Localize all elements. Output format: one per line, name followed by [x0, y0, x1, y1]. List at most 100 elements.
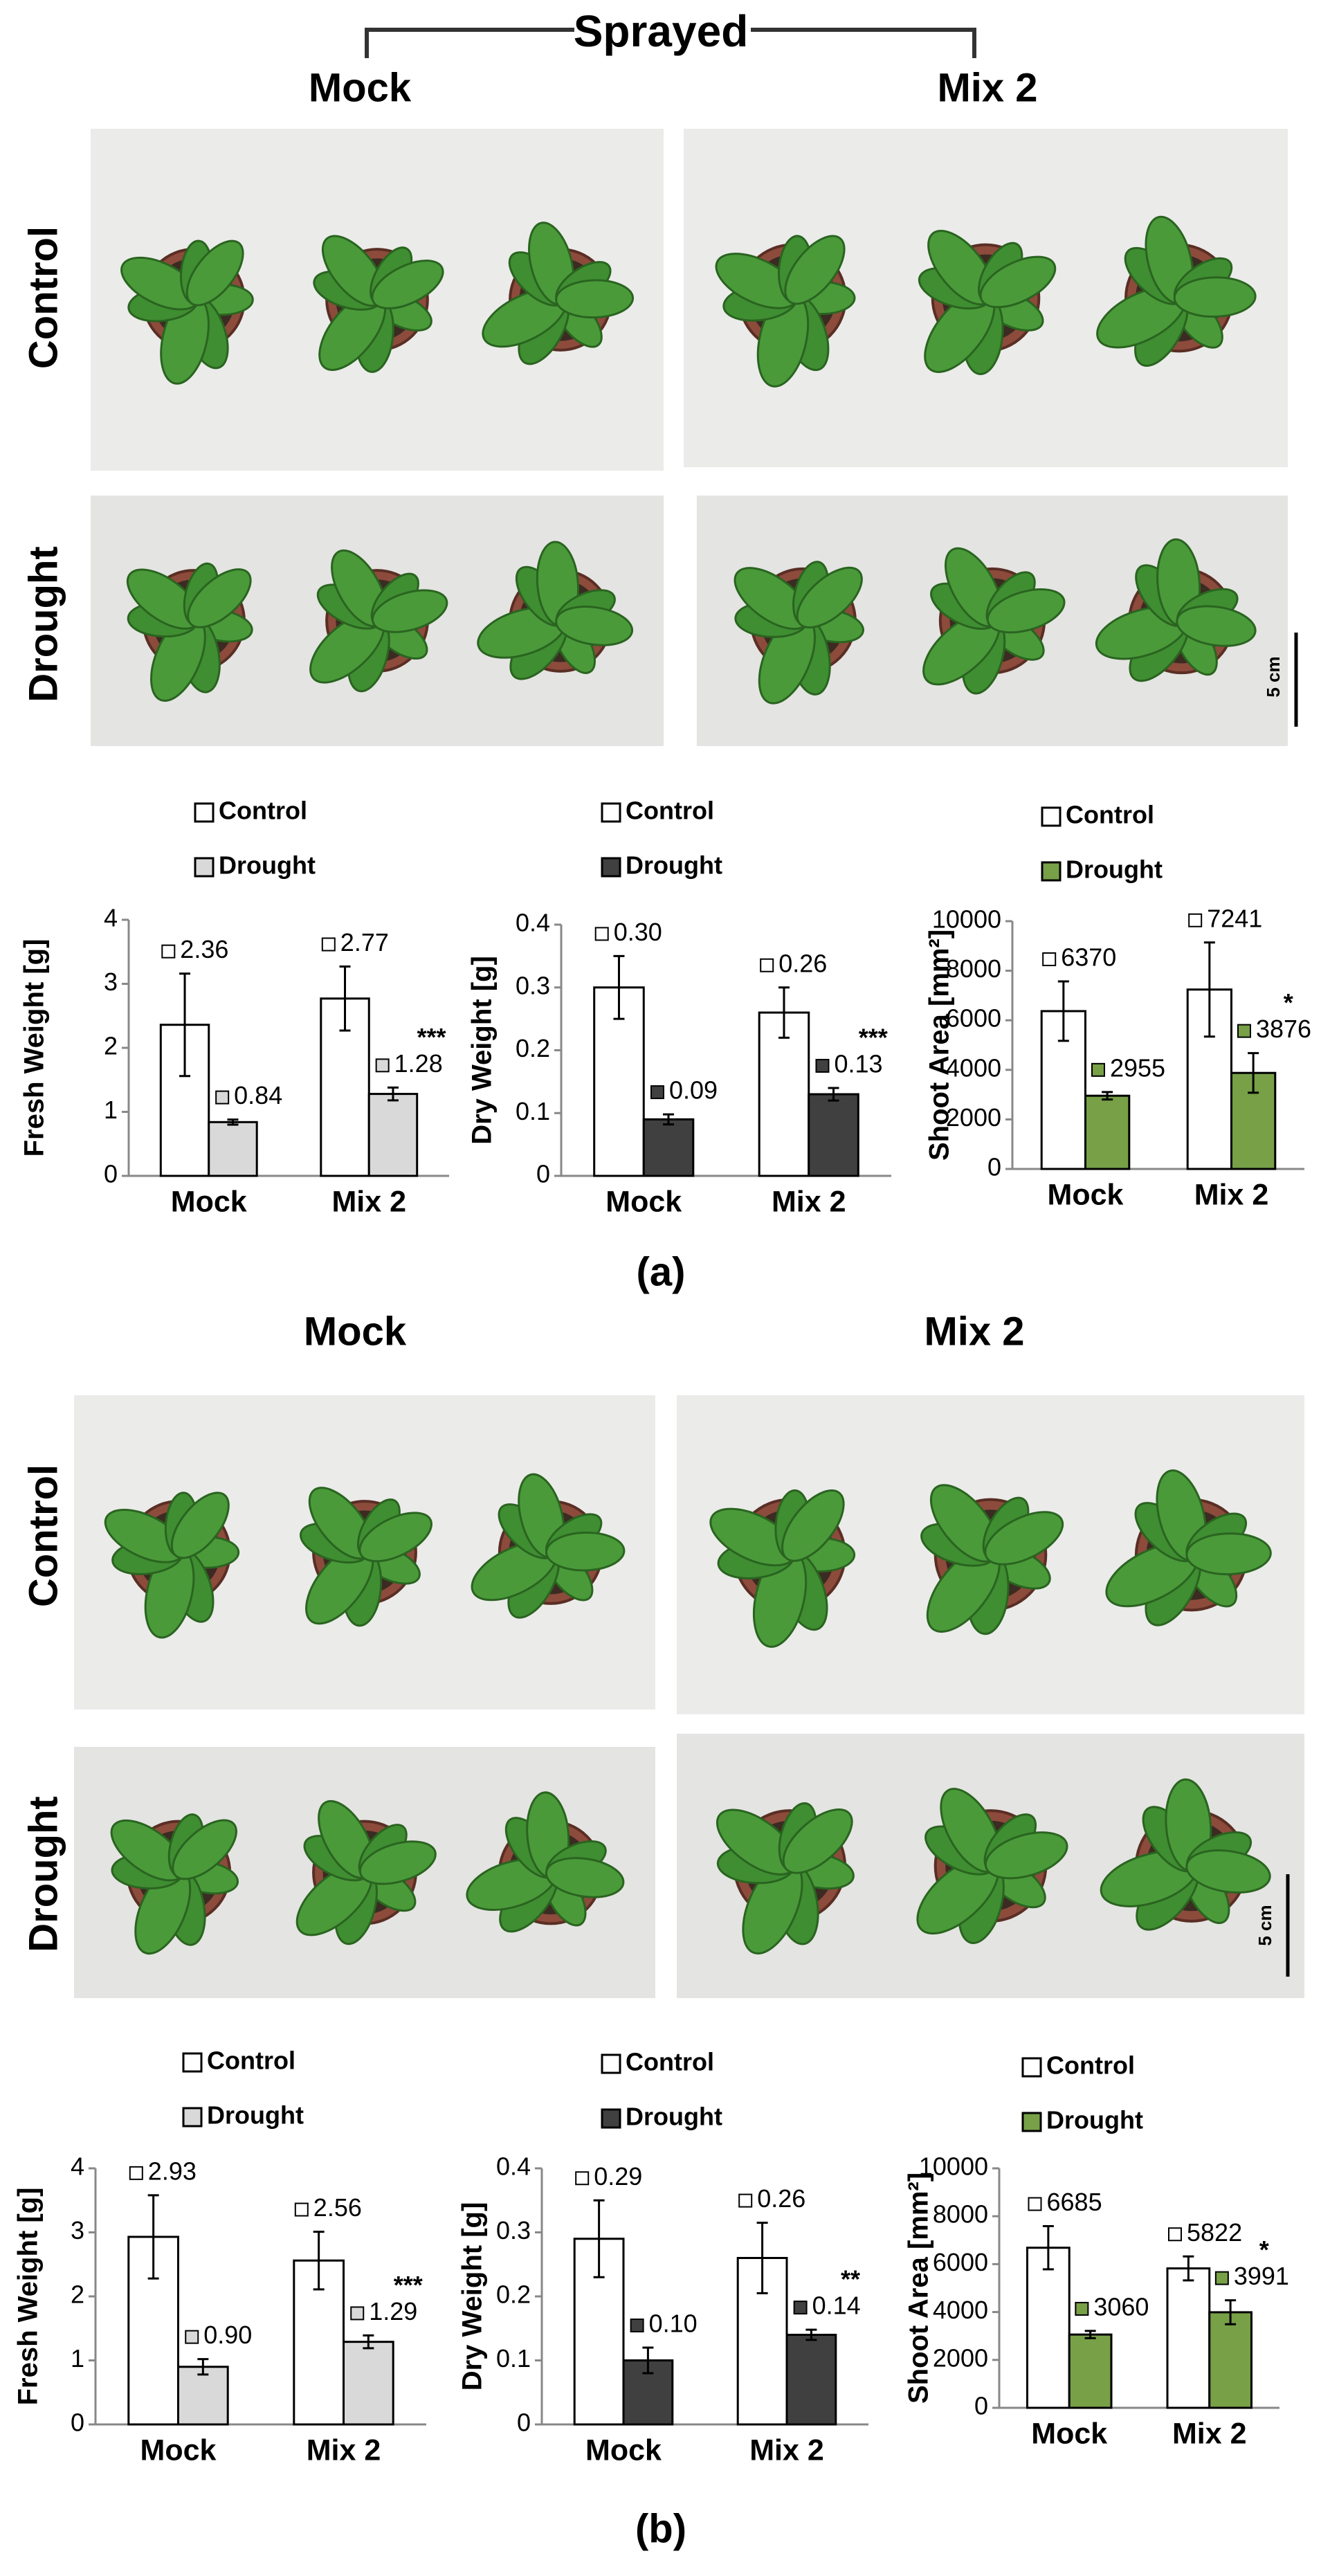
y-tick-label: 1	[71, 2344, 84, 2373]
data-label: 1.28	[394, 1049, 443, 1078]
data-label-marker	[650, 1085, 664, 1100]
bar	[367, 1093, 419, 1177]
leaf	[1185, 1532, 1272, 1576]
data-label: 6370	[1061, 943, 1116, 972]
x-tick-label: Mock	[140, 2433, 217, 2467]
legend-label: Control	[207, 2047, 295, 2075]
y-tick-label: 0.4	[496, 2152, 531, 2181]
data-label-marker	[1214, 2271, 1229, 2285]
y-axis-label: Dry Weight [g]	[457, 2202, 488, 2391]
legend-swatch	[601, 2108, 621, 2129]
data-label: 0.10	[649, 2310, 698, 2338]
x-tick-label: Mix 2	[749, 2433, 824, 2467]
significance: *	[1259, 2235, 1269, 2264]
data-label: 0.14	[812, 2292, 861, 2320]
y-axis-label: Shoot Area [mm²]	[904, 2173, 934, 2404]
bar	[785, 2334, 837, 2426]
data-label: 0.84	[234, 1081, 282, 1109]
y-tick-label: 4000	[946, 1053, 1001, 1082]
data-label: 0.29	[594, 2162, 642, 2190]
y-axis-label: Fresh Weight [g]	[13, 2188, 44, 2406]
data-label-marker	[1042, 952, 1057, 966]
y-tick-label: 3	[104, 968, 118, 996]
data-label-marker	[185, 2330, 199, 2344]
data-label: 0.09	[669, 1076, 718, 1105]
leaf	[796, 566, 863, 629]
bar	[1068, 2333, 1113, 2409]
data-label: 3876	[1256, 1015, 1311, 1043]
data-label-marker	[1028, 2197, 1042, 2211]
leaf	[1173, 276, 1257, 318]
row-label: Control	[21, 1464, 66, 1607]
legend-label: Drought	[219, 851, 316, 880]
column-label: Mock	[304, 1309, 407, 1354]
legend-label: Control	[626, 2048, 714, 2076]
leaf	[185, 239, 244, 307]
data-label-marker	[1091, 1062, 1105, 1077]
significance: ***	[394, 2271, 423, 2299]
legend-swatch	[601, 802, 621, 823]
bar	[1084, 1094, 1131, 1170]
legend-swatch	[1041, 806, 1062, 827]
leaf	[1185, 1849, 1271, 1894]
panel-label: (a)	[637, 1249, 686, 1294]
leaf	[545, 1532, 626, 1572]
leaf	[170, 1491, 230, 1559]
legend-swatch	[194, 802, 215, 823]
data-label-marker	[594, 927, 609, 941]
x-tick-label: Mix 2	[1194, 1178, 1269, 1211]
legend-label: Control	[1066, 801, 1154, 829]
leaf	[1176, 605, 1257, 647]
data-label-marker	[350, 2306, 365, 2321]
leaf	[555, 606, 634, 646]
leaf	[358, 1840, 437, 1885]
y-tick-label: 4	[104, 904, 118, 932]
significance: ***	[417, 1023, 446, 1051]
data-label-marker	[760, 958, 774, 972]
x-tick-label: Mock	[605, 1185, 682, 1218]
y-tick-label: 0	[517, 2409, 531, 2437]
leaf	[781, 1489, 845, 1562]
legend-swatch	[194, 857, 215, 878]
data-label-marker	[321, 937, 336, 952]
data-label: 7241	[1207, 904, 1262, 932]
x-tick-label: Mock	[171, 1185, 247, 1218]
y-tick-label: 4	[71, 2152, 84, 2181]
y-tick-label: 4000	[933, 2296, 988, 2324]
bar	[642, 1118, 695, 1177]
data-label: 0.13	[834, 1049, 882, 1078]
legend-swatch	[601, 2053, 621, 2074]
data-label: 0.30	[614, 918, 662, 946]
y-axis-label: Fresh Weight [g]	[19, 939, 50, 1157]
x-tick-label: Mock	[585, 2433, 662, 2467]
data-label-marker	[1075, 2301, 1089, 2316]
legend-label: Control	[626, 797, 714, 825]
data-label: 0.26	[757, 2184, 805, 2213]
legend-swatch	[601, 857, 621, 878]
legend-label: Drought	[207, 2101, 304, 2130]
data-label: 0.90	[203, 2321, 252, 2349]
y-axis-label: Dry Weight [g]	[467, 956, 498, 1145]
x-tick-label: Mix 2	[772, 1185, 846, 1218]
y-tick-label: 0.1	[516, 1097, 550, 1125]
x-tick-label: Mix 2	[307, 2433, 381, 2467]
legend-label: Control	[1046, 2051, 1135, 2080]
leaf	[187, 568, 252, 628]
leaf	[984, 1831, 1068, 1880]
column-label: Mock	[309, 65, 412, 110]
row-label: Drought	[21, 546, 66, 702]
y-tick-label: 6000	[933, 2248, 988, 2276]
data-label-marker	[294, 2202, 309, 2217]
scale-label: 5 cm	[1263, 656, 1284, 697]
legend-label: Drought	[1046, 2106, 1143, 2134]
bar	[758, 1011, 810, 1177]
data-label: 6685	[1047, 2188, 1102, 2216]
leaf	[784, 235, 846, 305]
data-label: 5822	[1187, 2218, 1242, 2247]
data-label-marker	[1237, 1024, 1251, 1038]
y-tick-label: 8000	[946, 954, 1001, 983]
leaf	[979, 255, 1057, 309]
data-label-marker	[161, 944, 176, 959]
legend-swatch	[1041, 861, 1062, 882]
